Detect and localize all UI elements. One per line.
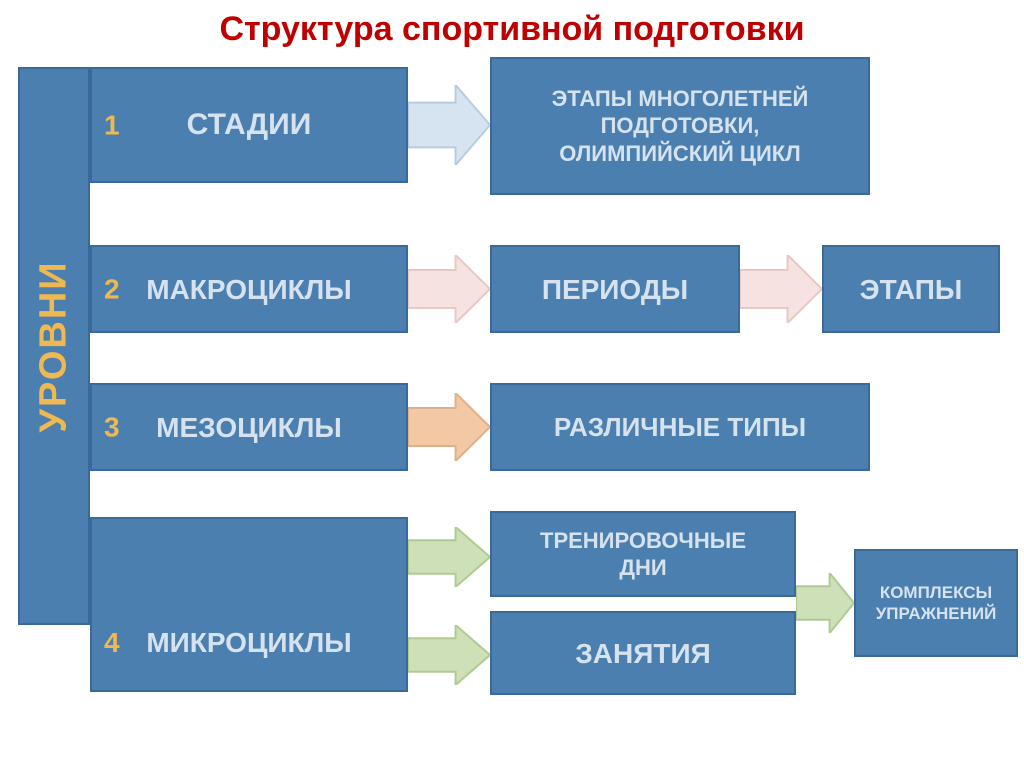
level-3-box-number: 3 [104, 410, 120, 445]
diagram-title: Структура спортивной подготовки [0, 0, 1024, 57]
level-2-mid-label: ПЕРИОДЫ [542, 272, 688, 307]
arrow-2-a [408, 255, 490, 323]
level-4-far: КОМПЛЕКСЫУПРАЖНЕНИЙ [854, 549, 1018, 657]
level-3-right-label: РАЗЛИЧНЫЕ ТИПЫ [554, 411, 806, 444]
level-3-right: РАЗЛИЧНЫЕ ТИПЫ [490, 383, 870, 471]
level-2-box-label: МАКРОЦИКЛЫ [146, 272, 351, 307]
level-3-box: МЕЗОЦИКЛЫ 3 [90, 383, 408, 471]
level-1-box-label: СТАДИИ [187, 106, 312, 144]
levels-sidebar: УРОВНИ [18, 67, 90, 625]
level-1-right-label: ЭТАПЫ МНОГОЛЕТНЕЙПОДГОТОВКИ,ОЛИМПИЙСКИЙ … [552, 85, 809, 168]
level-4-box-number: 4 [104, 625, 120, 660]
arrow-4-top [408, 527, 490, 587]
arrow-4-bot [408, 625, 490, 685]
arrow-2-b [740, 255, 822, 323]
level-4-bot-label: ЗАНЯТИЯ [575, 636, 710, 671]
level-3-box-label: МЕЗОЦИКЛЫ [156, 410, 342, 445]
level-2-box-number: 2 [104, 272, 120, 307]
level-1-box: СТАДИИ 1 [90, 67, 408, 183]
level-4-box: МИКРОЦИКЛЫ 4 [90, 517, 408, 692]
diagram-canvas: УРОВНИ СТАДИИ 1 ЭТАПЫ МНОГОЛЕТНЕЙПОДГОТОВКИ… [0, 57, 1024, 767]
arrow-1-a [408, 85, 490, 165]
arrow-3-a [408, 393, 490, 461]
levels-sidebar-label: УРОВНИ [33, 260, 76, 432]
level-2-right-label: ЭТАПЫ [860, 272, 963, 307]
level-2-mid: ПЕРИОДЫ [490, 245, 740, 333]
level-2-right: ЭТАПЫ [822, 245, 1000, 333]
level-1-box-number: 1 [104, 108, 120, 143]
level-4-box-label: МИКРОЦИКЛЫ [146, 625, 351, 660]
level-4-top: ТРЕНИРОВОЧНЫЕДНИ [490, 511, 796, 597]
level-4-bot: ЗАНЯТИЯ [490, 611, 796, 695]
level-4-top-label: ТРЕНИРОВОЧНЫЕДНИ [540, 527, 746, 582]
arrow-4-right [796, 573, 854, 633]
level-2-box: МАКРОЦИКЛЫ 2 [90, 245, 408, 333]
level-4-far-label: КОМПЛЕКСЫУПРАЖНЕНИЙ [876, 582, 997, 625]
level-1-right: ЭТАПЫ МНОГОЛЕТНЕЙПОДГОТОВКИ,ОЛИМПИЙСКИЙ … [490, 57, 870, 195]
